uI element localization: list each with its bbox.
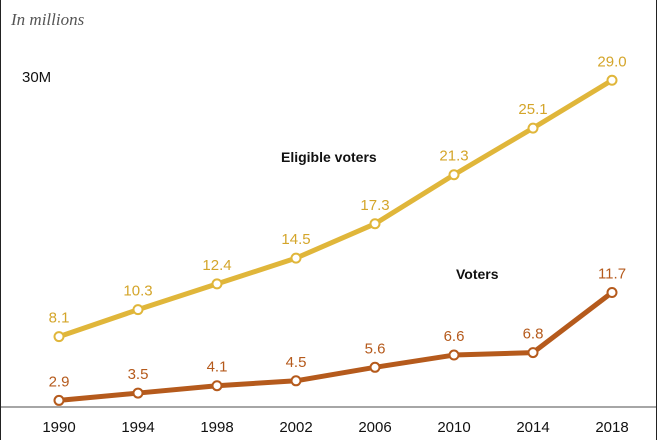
series-eligible-voters: 8.1 10.3 12.4 14.5 17.3 21.3 25.1 29.0 xyxy=(49,53,627,343)
data-label: 21.3 xyxy=(439,148,468,165)
x-tick-label: 2014 xyxy=(516,419,549,436)
series-line xyxy=(56,77,615,340)
series-label-eligible-voters: Eligible voters xyxy=(281,149,377,165)
data-label: 4.5 xyxy=(286,354,307,371)
series-line xyxy=(56,289,615,403)
data-label: 4.1 xyxy=(207,359,228,376)
data-point xyxy=(448,349,460,361)
data-point xyxy=(527,347,539,359)
data-label: 12.4 xyxy=(202,257,231,274)
data-point xyxy=(369,218,381,230)
data-label: 5.6 xyxy=(365,340,386,357)
x-tick-label: 2018 xyxy=(595,419,628,436)
data-point xyxy=(369,361,381,373)
x-tick-label: 2006 xyxy=(358,419,391,436)
x-tick-label: 1998 xyxy=(200,419,233,436)
data-label: 11.7 xyxy=(598,265,626,282)
data-label: 6.6 xyxy=(444,328,465,345)
data-label: 2.9 xyxy=(49,373,70,390)
data-point xyxy=(527,122,539,134)
data-point xyxy=(290,375,302,387)
data-point xyxy=(53,331,65,343)
data-label: 8.1 xyxy=(49,310,70,327)
x-tick-label: 1990 xyxy=(42,419,75,436)
data-label: 29.0 xyxy=(597,53,626,70)
data-point xyxy=(132,304,144,316)
y-tick-label: 30M xyxy=(22,69,51,86)
data-label: 10.3 xyxy=(123,283,152,300)
data-point xyxy=(132,387,144,399)
data-point xyxy=(448,169,460,181)
data-point xyxy=(53,394,65,406)
data-label: 3.5 xyxy=(128,366,149,383)
chart-subtitle: In millions xyxy=(10,10,85,29)
data-point xyxy=(211,380,223,392)
data-point xyxy=(606,286,618,298)
x-tick-label: 2002 xyxy=(279,419,312,436)
x-tick-label: 1994 xyxy=(121,419,154,436)
data-point xyxy=(606,74,618,86)
data-label: 17.3 xyxy=(360,197,389,214)
x-tick-label: 2010 xyxy=(437,419,470,436)
data-label: 25.1 xyxy=(518,101,547,118)
series-label-voters: Voters xyxy=(456,266,499,282)
series-layer: 8.1 10.3 12.4 14.5 17.3 21.3 25.1 29.0 2.9 3.5 4.1… xyxy=(49,53,627,406)
data-label: 14.5 xyxy=(281,231,310,248)
x-axis-ticks: 1990 1994 1998 2002 2006 2010 2014 2018 xyxy=(42,419,628,436)
data-label: 6.8 xyxy=(523,326,544,343)
data-point xyxy=(211,278,223,290)
series-voters: 2.9 3.5 4.1 4.5 5.6 6.6 6.8 11.7 xyxy=(49,265,626,406)
data-point xyxy=(290,252,302,264)
